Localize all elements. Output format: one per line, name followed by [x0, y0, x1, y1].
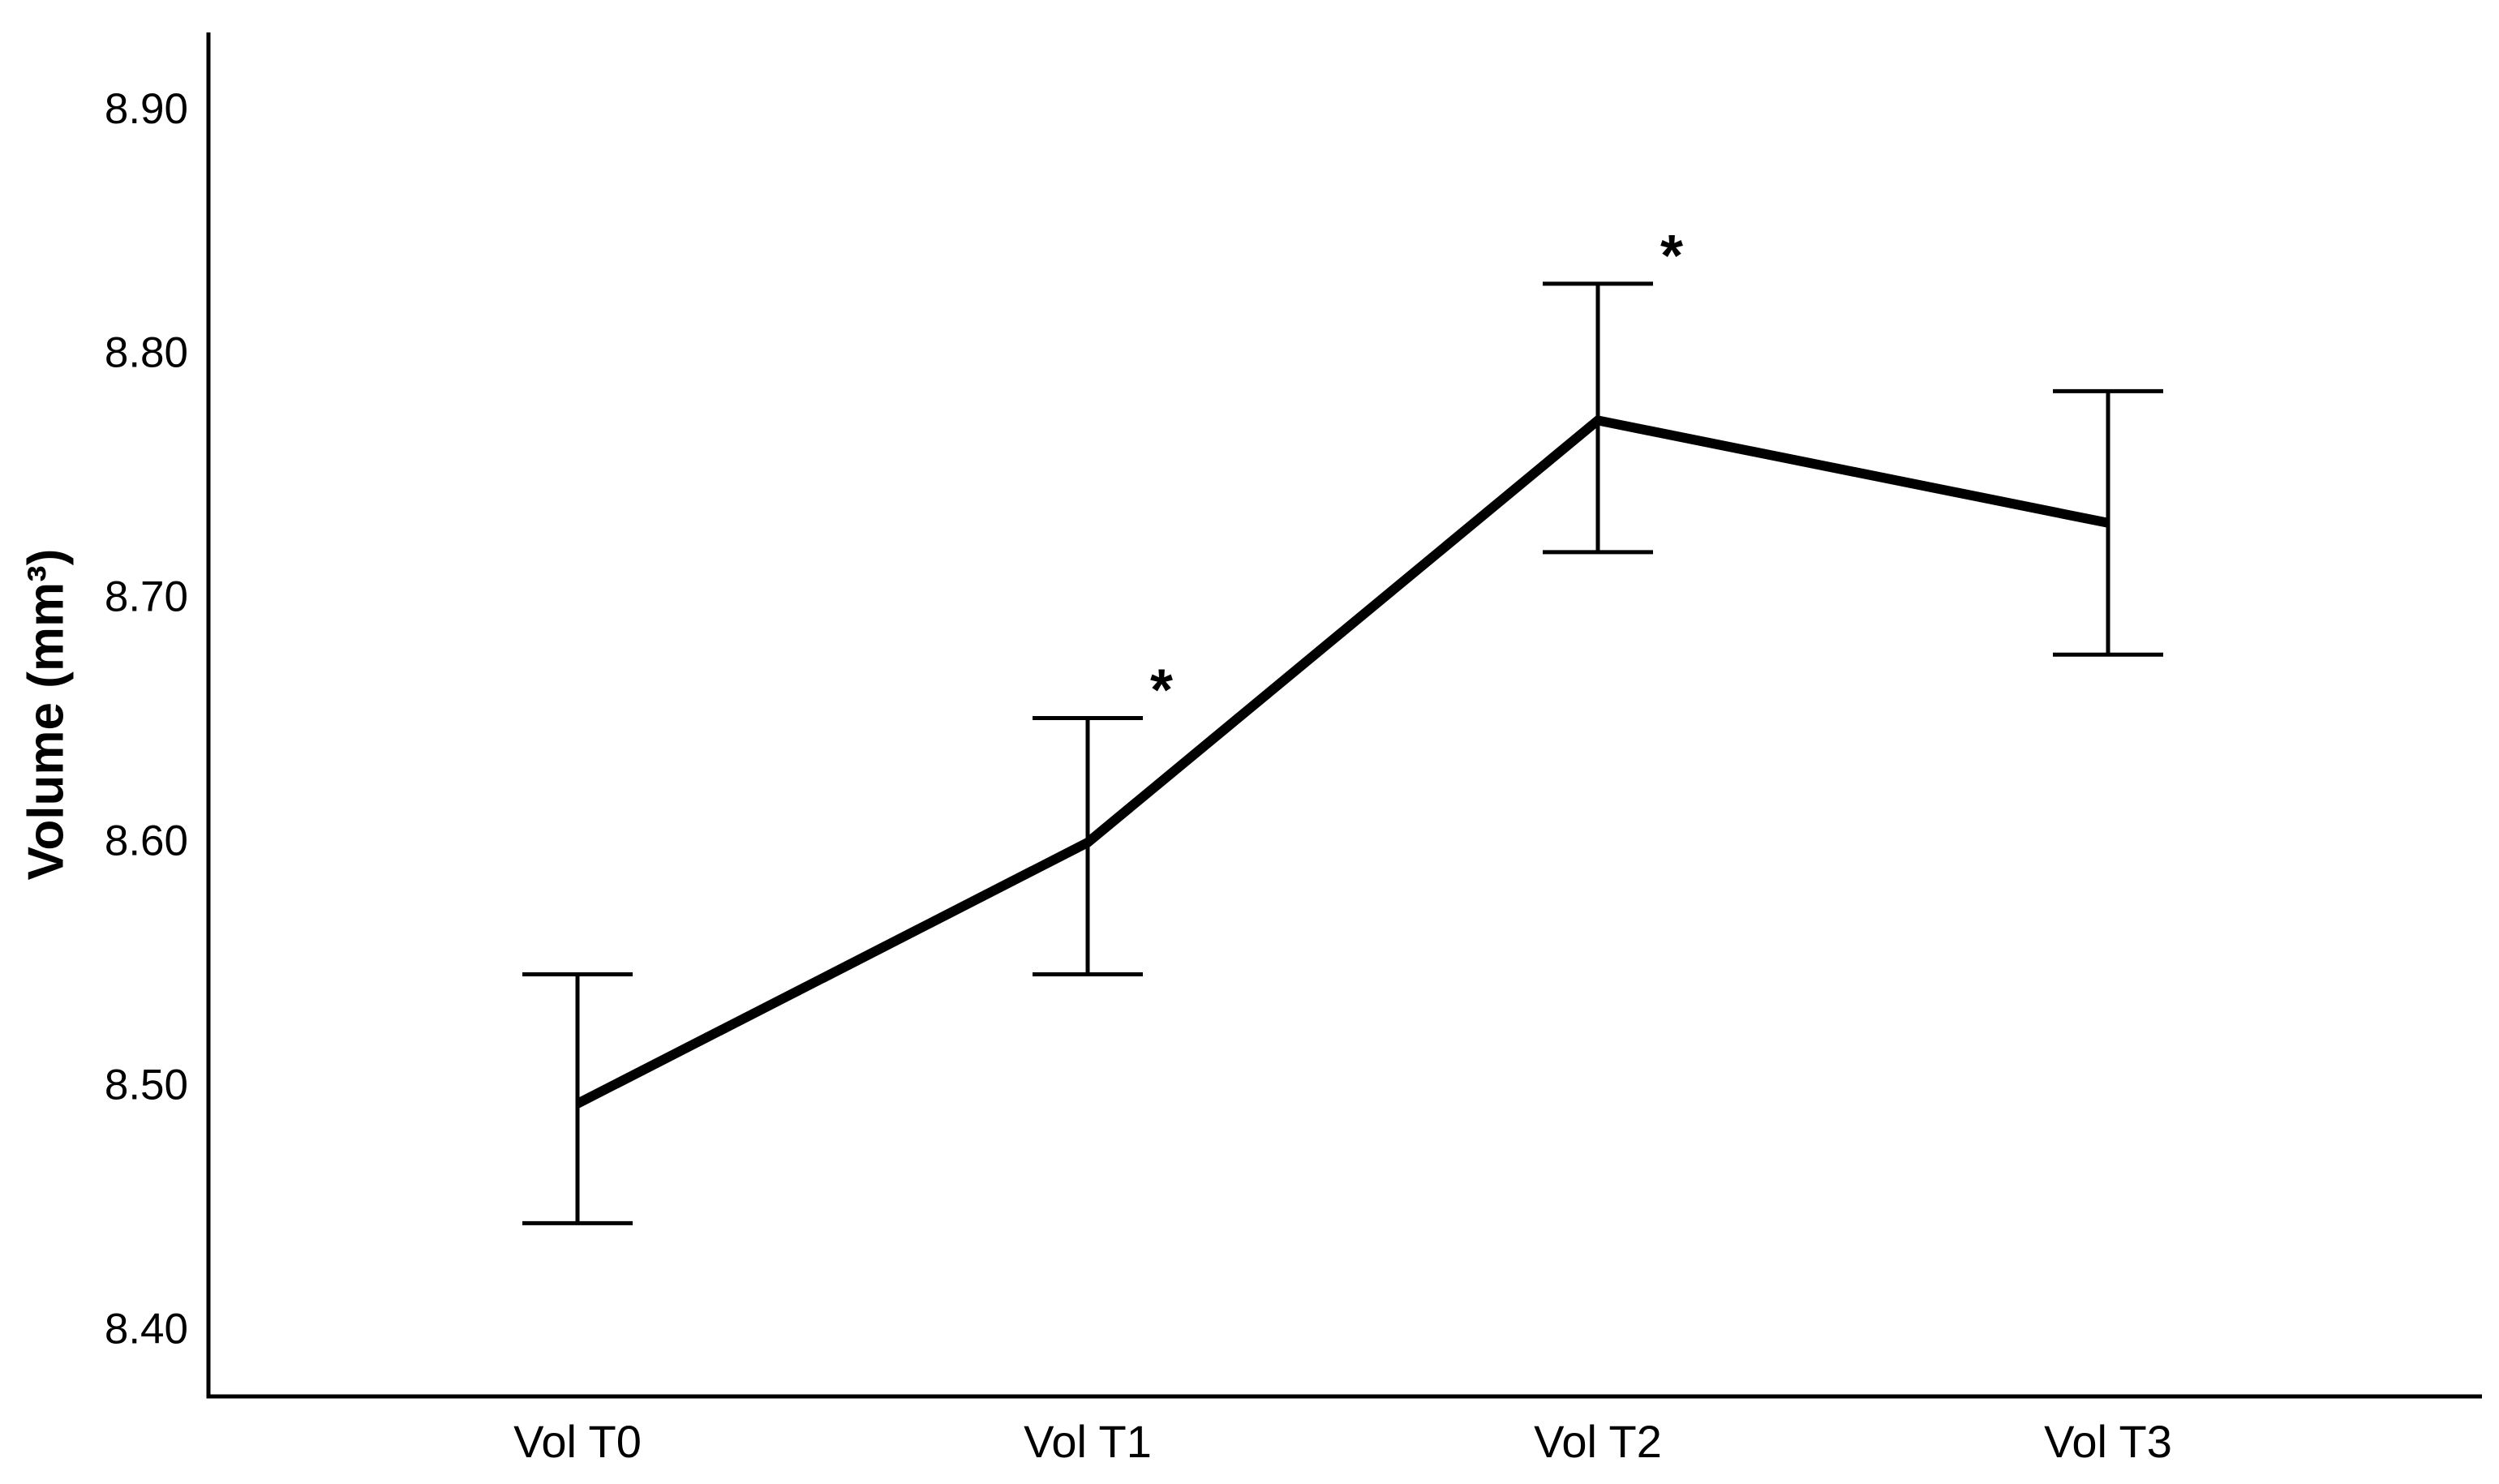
x-tick-label: Vol T2 [1534, 1416, 1662, 1467]
x-tick-label: Vol T1 [1024, 1416, 1152, 1467]
y-axis-title: Volume (mm³) [19, 549, 75, 881]
significance-asterisk: * [1660, 224, 1683, 289]
x-tick-label: Vol T3 [2044, 1416, 2172, 1467]
y-tick-label: 8.80 [105, 329, 188, 377]
y-tick-label: 8.40 [105, 1305, 188, 1353]
data-line [575, 414, 2110, 1109]
y-tick-label: 8.50 [105, 1061, 188, 1109]
significance-asterisk: * [1150, 658, 1173, 723]
y-tick-label: 8.70 [105, 573, 188, 621]
y-tick-label: 8.90 [105, 85, 188, 133]
x-tick-label: Vol T0 [513, 1416, 642, 1467]
y-tick-label: 8.60 [105, 817, 188, 865]
